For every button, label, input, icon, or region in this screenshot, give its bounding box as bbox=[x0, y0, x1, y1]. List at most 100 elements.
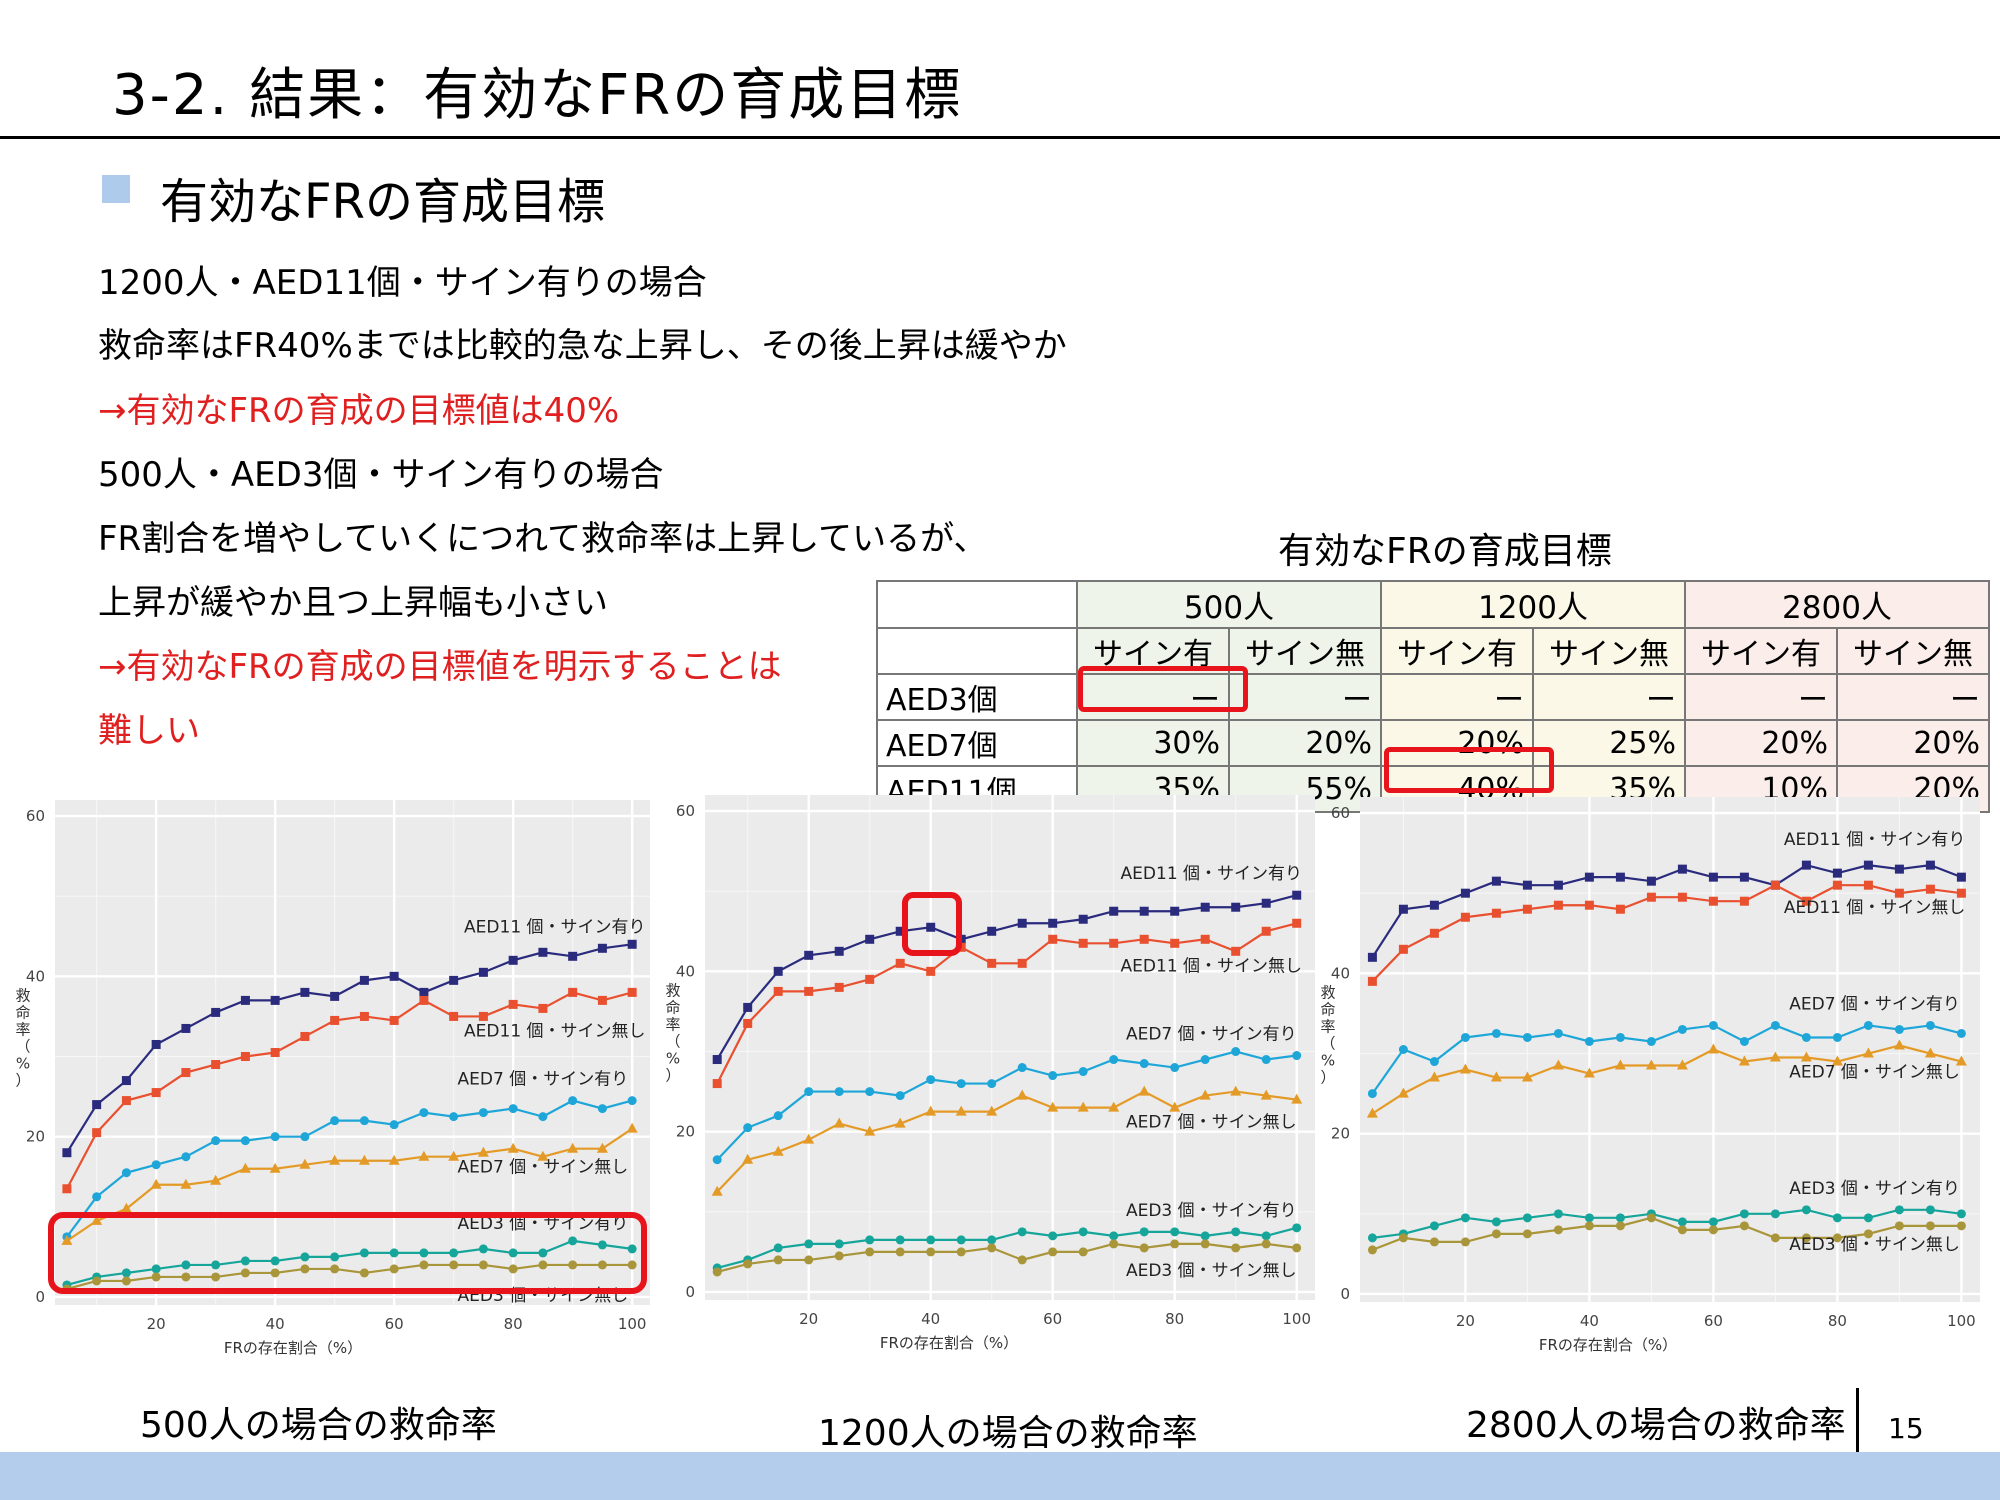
data-point bbox=[330, 991, 340, 1001]
data-point bbox=[61, 1234, 73, 1245]
data-point bbox=[1292, 1051, 1302, 1061]
subheader: サイン有 bbox=[1380, 627, 1534, 675]
y-tick-label: 60 bbox=[26, 807, 45, 825]
data-point bbox=[389, 1264, 399, 1274]
data-point bbox=[1230, 1085, 1242, 1096]
data-point bbox=[1231, 1227, 1241, 1237]
data-point bbox=[180, 1178, 192, 1189]
caption-500: 500人の場合の救命率 bbox=[140, 1405, 497, 1446]
series-line bbox=[716, 894, 1297, 1061]
data-point bbox=[449, 1112, 459, 1122]
data-point bbox=[1708, 896, 1718, 906]
table-cell: ー bbox=[1380, 673, 1534, 721]
y-tick-label: 40 bbox=[1331, 964, 1350, 982]
data-point bbox=[92, 1100, 102, 1110]
data-point bbox=[743, 1002, 753, 1012]
group-1200: 1200人 bbox=[1380, 580, 1686, 629]
data-point bbox=[330, 1116, 340, 1126]
data-point bbox=[1017, 1227, 1027, 1237]
chart-1200: 20 40 60 80 100 0 20 40 60 FRの存在割合（%） 救命率（%） AED11 … bbox=[665, 795, 1315, 1352]
data-point bbox=[1200, 902, 1210, 912]
data-point bbox=[92, 1276, 102, 1286]
data-point bbox=[359, 975, 369, 985]
series-line bbox=[1372, 1208, 1962, 1239]
table-title: 有効なFRの育成目標 bbox=[1278, 531, 1612, 572]
data-point bbox=[1863, 1213, 1873, 1223]
series-label: AED7 個・サイン有り bbox=[1126, 1024, 1297, 1044]
data-point bbox=[1645, 1059, 1657, 1070]
series-label: AED11 個・サイン無し bbox=[1784, 898, 1966, 918]
body-line-7: →有効なFRの育成の目標値を明示することは bbox=[98, 647, 782, 687]
data-point bbox=[1800, 1051, 1812, 1062]
table-corner-cell bbox=[876, 627, 1078, 675]
data-point bbox=[359, 1268, 369, 1278]
data-point bbox=[1956, 1209, 1966, 1219]
data-point bbox=[1261, 1239, 1271, 1249]
data-point bbox=[1398, 904, 1408, 914]
data-point bbox=[1078, 1247, 1088, 1257]
data-point bbox=[121, 1168, 131, 1178]
data-point bbox=[1832, 880, 1842, 890]
data-point bbox=[1017, 958, 1027, 968]
data-point bbox=[895, 1247, 905, 1257]
data-point bbox=[956, 1079, 966, 1089]
data-point bbox=[803, 1133, 815, 1144]
data-point bbox=[1553, 1209, 1563, 1219]
y-tick-label: 20 bbox=[1331, 1125, 1350, 1143]
x-tick-label: 60 bbox=[1043, 1310, 1062, 1328]
data-point bbox=[597, 995, 607, 1005]
data-point bbox=[834, 982, 844, 992]
series-line bbox=[716, 922, 1297, 1085]
data-point bbox=[211, 1136, 221, 1146]
y-axis-title-char: 命 bbox=[1320, 1000, 1335, 1018]
chart-2800: 20 40 60 80 100 0 20 40 60 FRの存在割合（%） 救命率（%） AED11 … bbox=[1320, 797, 1980, 1354]
series-label: AED3 個・サイン有り bbox=[458, 1214, 629, 1234]
data-point bbox=[1491, 908, 1501, 918]
data-point bbox=[508, 955, 518, 965]
series-line bbox=[1371, 883, 1962, 983]
data-point bbox=[1109, 938, 1119, 948]
data-point bbox=[211, 1060, 221, 1070]
table-subheader-row: サイン有 サイン無 サイン有 サイン無 サイン有 サイン無 bbox=[876, 627, 1990, 675]
data-point bbox=[1770, 1233, 1780, 1243]
data-point bbox=[121, 1076, 131, 1086]
data-point bbox=[743, 1018, 753, 1028]
data-point bbox=[1894, 1221, 1904, 1231]
data-point bbox=[772, 1145, 784, 1156]
data-point bbox=[1077, 1101, 1089, 1112]
chart-highlight-box bbox=[902, 892, 962, 956]
data-point bbox=[568, 987, 578, 997]
y-axis-title-char: 救 bbox=[665, 981, 680, 999]
data-point bbox=[1801, 1233, 1811, 1243]
data-point bbox=[1017, 918, 1027, 928]
data-point bbox=[1139, 1227, 1149, 1237]
x-tick-label: 40 bbox=[266, 1315, 285, 1333]
data-point bbox=[92, 1192, 102, 1202]
data-point bbox=[418, 1150, 430, 1161]
data-point bbox=[1676, 1059, 1688, 1070]
data-point bbox=[1048, 1071, 1058, 1081]
data-point bbox=[865, 934, 875, 944]
series-line bbox=[65, 943, 633, 1154]
data-point bbox=[1398, 944, 1408, 954]
data-point bbox=[597, 943, 607, 953]
data-point bbox=[1139, 1059, 1149, 1069]
y-axis-title-char: % bbox=[16, 1054, 30, 1072]
data-point bbox=[834, 946, 844, 956]
x-tick-label: 80 bbox=[504, 1315, 523, 1333]
data-point bbox=[1925, 884, 1935, 894]
data-point bbox=[538, 1112, 548, 1122]
data-point bbox=[1200, 1055, 1210, 1065]
data-point bbox=[1429, 1057, 1439, 1067]
table-cell: 20% bbox=[1836, 719, 1990, 767]
data-point bbox=[833, 1117, 845, 1128]
x-axis-title: FRの存在割合（%） bbox=[880, 1334, 1018, 1352]
data-point bbox=[987, 1243, 997, 1253]
data-point bbox=[597, 1104, 607, 1114]
data-point bbox=[1261, 898, 1271, 908]
data-point bbox=[1739, 1221, 1749, 1231]
data-point bbox=[1770, 1020, 1780, 1030]
series-line bbox=[66, 1099, 633, 1238]
data-point bbox=[210, 1174, 222, 1185]
data-point bbox=[1522, 1032, 1532, 1042]
